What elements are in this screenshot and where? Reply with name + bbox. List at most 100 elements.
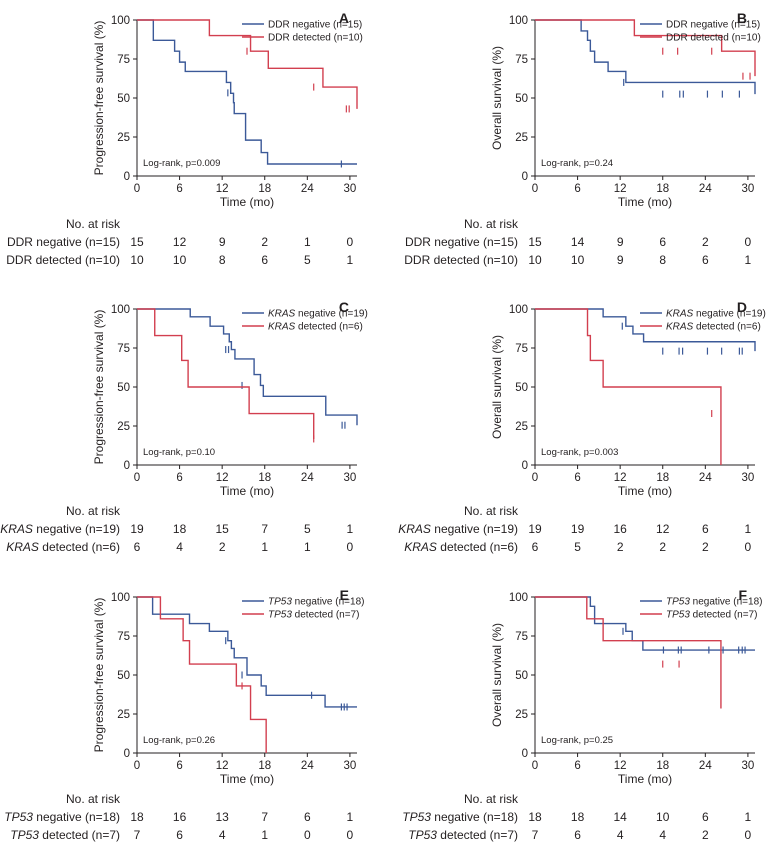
legend-label: KRAS negative (n=19) xyxy=(666,309,766,320)
legend-status: negative (n=18) xyxy=(690,597,763,608)
risk-value: 15 xyxy=(528,235,542,249)
risk-value: 10 xyxy=(656,810,670,824)
y-tick-label: 25 xyxy=(117,709,130,721)
legend-label: TP53 detected (n=7) xyxy=(666,610,757,621)
risk-value: 1 xyxy=(347,522,354,536)
risk-value: 10 xyxy=(571,253,585,267)
y-tick-label: 25 xyxy=(117,132,130,144)
legend-status: negative (n=15) xyxy=(688,20,761,31)
risk-value: 2 xyxy=(261,235,268,249)
x-axis-label: Time (mo) xyxy=(618,772,672,786)
legend-gene: TP53 xyxy=(666,597,690,608)
y-tick-label: 100 xyxy=(509,304,528,316)
risk-row-label: KRAS detected (n=6) xyxy=(404,540,518,554)
legend-gene: DDR xyxy=(268,33,290,44)
y-tick-label: 75 xyxy=(117,54,130,66)
risk-gene: KRAS xyxy=(398,522,431,536)
risk-value: 6 xyxy=(659,235,666,249)
x-tick-label: 30 xyxy=(742,183,755,195)
km-curve-detected xyxy=(535,19,756,77)
panel-letter: E xyxy=(340,587,349,603)
risk-gene: TP53 xyxy=(10,828,39,842)
risk-value: 6 xyxy=(702,522,709,536)
risk-row-label: KRAS negative (n=19) xyxy=(0,522,120,536)
risk-value: 4 xyxy=(659,828,666,842)
risk-value: 10 xyxy=(130,253,144,267)
risk-value: 0 xyxy=(745,235,752,249)
y-tick-label: 75 xyxy=(117,343,130,355)
risk-status: detected (n=7) xyxy=(39,828,120,842)
panel-letter: C xyxy=(339,299,349,315)
risk-row-label: TP53 negative (n=18) xyxy=(4,810,120,824)
y-tick-label: 0 xyxy=(124,171,130,183)
y-axis-label: Overall survival (%) xyxy=(490,335,504,439)
km-curve-negative xyxy=(137,19,357,165)
risk-value: 7 xyxy=(134,828,141,842)
risk-value: 9 xyxy=(617,235,624,249)
risk-value: 12 xyxy=(173,235,187,249)
x-tick-label: 12 xyxy=(216,183,229,195)
risk-value: 10 xyxy=(528,253,542,267)
risk-gene: TP53 xyxy=(4,810,33,824)
risk-value: 0 xyxy=(347,235,354,249)
risk-value: 14 xyxy=(571,235,585,249)
x-axis-label: Time (mo) xyxy=(220,772,274,786)
y-axis-label: Progression-free survival (%) xyxy=(92,21,106,176)
legend-status: negative (n=18) xyxy=(292,597,365,608)
x-tick-label: 0 xyxy=(134,760,140,772)
risk-value: 18 xyxy=(571,810,585,824)
legend-gene: TP53 xyxy=(268,597,292,608)
risk-value: 7 xyxy=(261,810,268,824)
risk-value: 5 xyxy=(304,253,311,267)
risk-row-label: KRAS negative (n=19) xyxy=(398,522,518,536)
risk-value: 6 xyxy=(134,540,141,554)
km-curve-detected xyxy=(535,596,722,709)
km-curve-detected xyxy=(535,308,722,465)
x-tick-label: 0 xyxy=(134,183,140,195)
y-tick-label: 100 xyxy=(111,592,130,604)
x-axis-label: Time (mo) xyxy=(220,195,274,209)
legend-label: TP53 detected (n=7) xyxy=(268,610,359,621)
x-tick-label: 24 xyxy=(301,183,314,195)
km-curve-negative xyxy=(535,19,756,95)
risk-value: 0 xyxy=(745,540,752,554)
y-tick-label: 50 xyxy=(515,382,528,394)
km-curve-negative xyxy=(535,308,756,352)
risk-value: 1 xyxy=(304,235,311,249)
risk-value: 7 xyxy=(532,828,539,842)
y-tick-label: 25 xyxy=(515,709,528,721)
risk-value: 1 xyxy=(347,253,354,267)
x-tick-label: 18 xyxy=(258,183,271,195)
km-curve-negative xyxy=(137,308,358,426)
risk-row-label: DDR detected (n=10) xyxy=(6,253,120,267)
risk-status: negative (n=19) xyxy=(33,522,120,536)
risk-value: 2 xyxy=(219,540,226,554)
legend-status: detected (n=6) xyxy=(693,322,761,333)
logrank-text: Log-rank, p=0.24 xyxy=(541,158,613,169)
risk-value: 0 xyxy=(347,540,354,554)
risk-title: No. at risk xyxy=(464,792,519,806)
panel-letter: B xyxy=(737,10,747,26)
x-tick-label: 0 xyxy=(532,472,538,484)
risk-row-label: DDR negative (n=15) xyxy=(405,235,518,249)
legend-status: detected (n=7) xyxy=(292,610,360,621)
legend-label: TP53 negative (n=18) xyxy=(268,597,364,608)
risk-value: 1 xyxy=(261,540,268,554)
legend-gene: DDR xyxy=(268,20,290,31)
legend-gene: KRAS xyxy=(666,309,694,320)
x-tick-label: 12 xyxy=(614,760,627,772)
legend-label: KRAS detected (n=6) xyxy=(666,322,761,333)
risk-value: 0 xyxy=(745,828,752,842)
y-tick-label: 75 xyxy=(515,54,528,66)
risk-row-label: KRAS detected (n=6) xyxy=(6,540,120,554)
risk-value: 5 xyxy=(574,540,581,554)
y-tick-label: 100 xyxy=(509,15,528,27)
risk-value: 9 xyxy=(617,253,624,267)
risk-value: 1 xyxy=(745,522,752,536)
risk-value: 10 xyxy=(173,253,187,267)
risk-title: No. at risk xyxy=(66,792,121,806)
risk-status: negative (n=18) xyxy=(431,810,518,824)
